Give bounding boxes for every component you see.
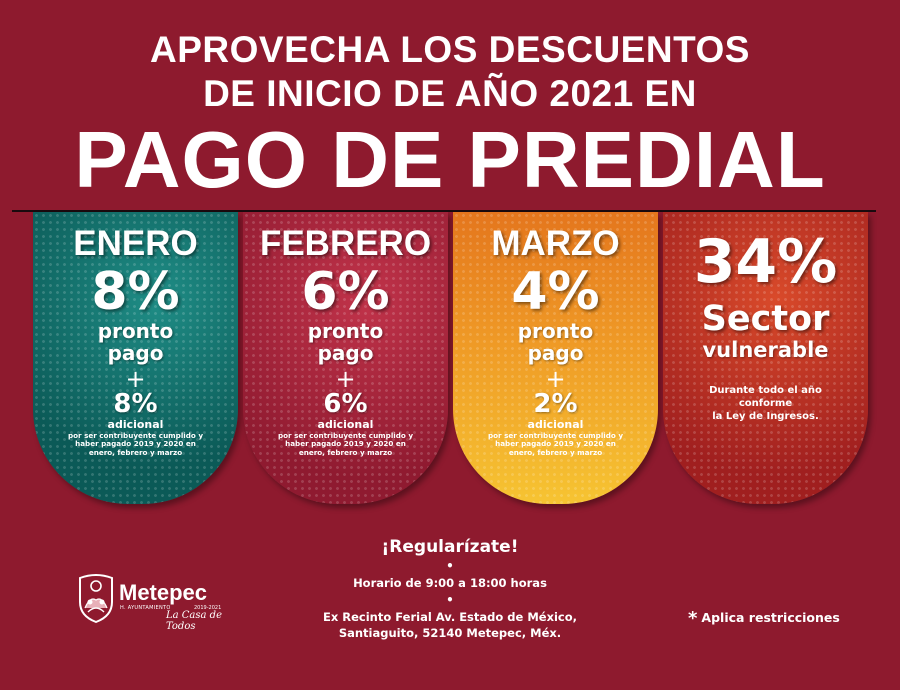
headline-line-1: APROVECHA LOS DESCUENTOS <box>150 29 750 70</box>
card-sector-vulnerable: 34% Sector vulnerable Durante todo el añ… <box>663 212 868 504</box>
card-extra-label: adicional <box>107 418 164 431</box>
card-fine-print: por ser contribuyente cumplido y haber p… <box>67 431 204 457</box>
card-label-1: Sector <box>701 299 830 339</box>
card-extra-label: adicional <box>317 418 374 431</box>
card-marzo: MARZO 4% pronto pago + 2% adicional por … <box>453 212 658 504</box>
card-extra-percent: 6% <box>323 389 368 419</box>
card-label-1: pronto <box>307 319 384 343</box>
restrictions-text: Aplica restricciones <box>701 610 840 625</box>
card-label-1: pronto <box>517 319 594 343</box>
card-label-2: pago <box>107 341 164 365</box>
logo-tagline: La Casa de Todos <box>166 610 222 632</box>
bullet-separator: • <box>446 593 454 607</box>
card-percent: 34% <box>693 227 838 297</box>
card-month: MARZO <box>491 224 620 263</box>
logo-years: 2019-2021 <box>194 605 222 611</box>
card-percent: 6% <box>301 262 390 322</box>
divider <box>12 210 876 212</box>
headline: APROVECHA LOS DESCUENTOS DE INICIO DE AÑ… <box>0 28 900 204</box>
card-note-line-1: Durante todo el año <box>709 385 822 396</box>
metepec-shield-icon <box>79 574 113 624</box>
card-enero: ENERO 8% pronto pago + 8% adicional por … <box>33 212 238 504</box>
card-note: Durante todo el año conforme la Ley de I… <box>663 384 868 423</box>
card-month: ENERO <box>73 224 198 263</box>
restrictions-note: * Aplica restricciones <box>688 608 840 629</box>
logo-subtitle: H. AYUNTAMIENTO <box>120 605 171 611</box>
plus-sign: + <box>335 365 356 393</box>
card-label-2: vulnerable <box>702 338 829 362</box>
card-fine-print: por ser contribuyente cumplido y haber p… <box>277 431 414 457</box>
metepec-logo: Metepec H. AYUNTAMIENTO 2019-2021 La Cas… <box>76 572 246 632</box>
asterisk: * <box>688 608 698 629</box>
headline-title: PAGO DE PREDIAL <box>74 115 826 204</box>
card-month: FEBRERO <box>259 224 432 263</box>
address: Ex Recinto Ferial Av. Estado de México, … <box>300 609 600 641</box>
card-extra-label: adicional <box>527 418 584 431</box>
address-line-1: Ex Recinto Ferial Av. Estado de México, <box>322 610 578 624</box>
call-to-action: ¡Regularízate! <box>381 537 519 557</box>
address-line-2: Santiaguito, 52140 Metepec, Méx. <box>338 626 562 640</box>
card-extra-percent: 2% <box>533 389 578 419</box>
card-fine-print: por ser contribuyente cumplido y haber p… <box>487 431 624 457</box>
card-label-2: pago <box>317 341 374 365</box>
card-note-line-2: conforme <box>738 398 793 409</box>
plus-sign: + <box>125 365 146 393</box>
plus-sign: + <box>545 365 566 393</box>
office-hours: Horario de 9:00 a 18:00 horas <box>353 576 547 590</box>
card-label-1: pronto <box>97 319 174 343</box>
card-febrero: FEBRERO 6% pronto pago + 6% adicional po… <box>243 212 448 504</box>
bullet-separator: • <box>446 559 454 573</box>
card-note-line-3: la Ley de Ingresos. <box>712 411 819 422</box>
logo-name: Metepec <box>119 580 208 605</box>
card-extra-percent: 8% <box>113 389 158 419</box>
card-percent: 4% <box>511 262 600 322</box>
card-percent: 8% <box>91 262 180 322</box>
card-label-2: pago <box>527 341 584 365</box>
headline-line-2: DE INICIO DE AÑO 2021 EN <box>203 73 697 114</box>
